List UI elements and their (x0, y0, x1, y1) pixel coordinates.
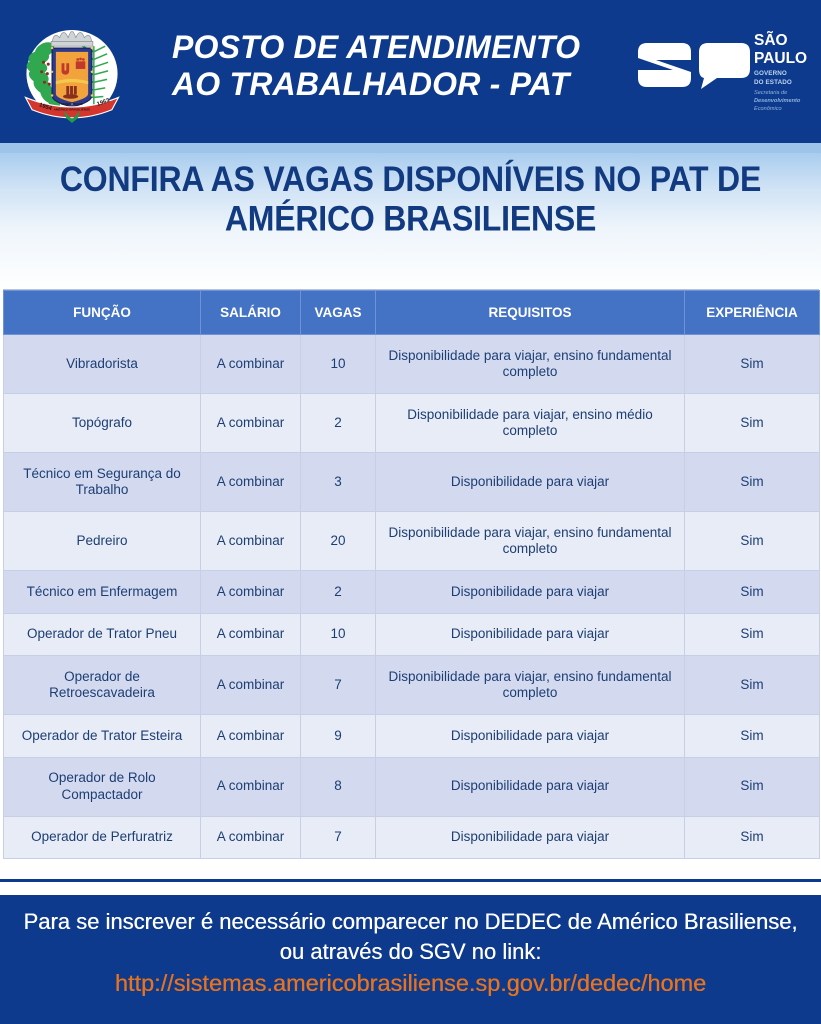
svg-text:SÃO: SÃO (754, 31, 788, 49)
svg-text:Desenvolvimento: Desenvolvimento (754, 98, 801, 104)
svg-text:Econômico: Econômico (754, 106, 782, 112)
svg-text:AMÉRICO BRASILIENSE: AMÉRICO BRASILIENSE (54, 107, 91, 112)
svg-text:MUNICÍPIO DE: MUNICÍPIO DE (61, 101, 83, 106)
svg-text:Secretaria de: Secretaria de (754, 90, 787, 96)
svg-text:GOVERNO: GOVERNO (754, 70, 787, 77)
svg-text:PAULO: PAULO (754, 50, 807, 67)
svg-text:DO ESTADO: DO ESTADO (754, 79, 792, 86)
